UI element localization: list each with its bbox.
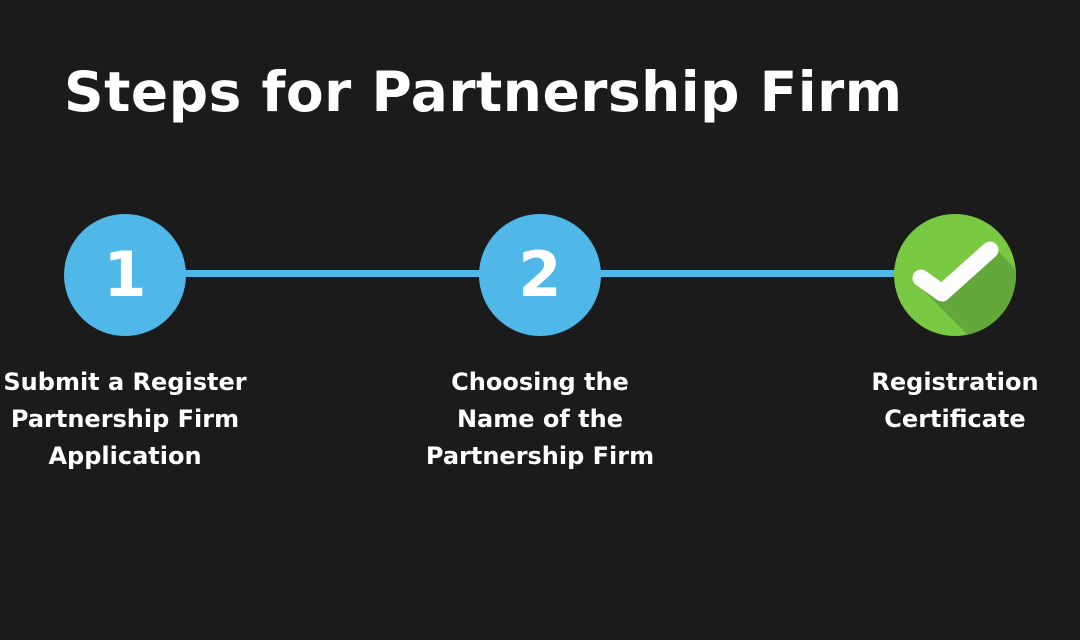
page-title: Steps for Partnership Firm — [64, 60, 903, 124]
step-3-label: Registration Certificate — [871, 368, 1039, 433]
connector-line-2-3 — [596, 270, 900, 277]
step-2-circle: 2 — [479, 214, 601, 336]
checkmark-icon — [912, 241, 1016, 336]
step-2-number: 2 — [518, 238, 562, 311]
step-2-label: Choosing the Name of the Partnership Fir… — [425, 368, 655, 470]
step-1-number: 1 — [103, 238, 147, 311]
step-1-circle: 1 — [64, 214, 186, 336]
step-3-circle — [894, 214, 1016, 336]
step-1-label: Submit a Register Partnership Firm Appli… — [3, 368, 247, 470]
connector-line-1-2 — [180, 270, 486, 277]
